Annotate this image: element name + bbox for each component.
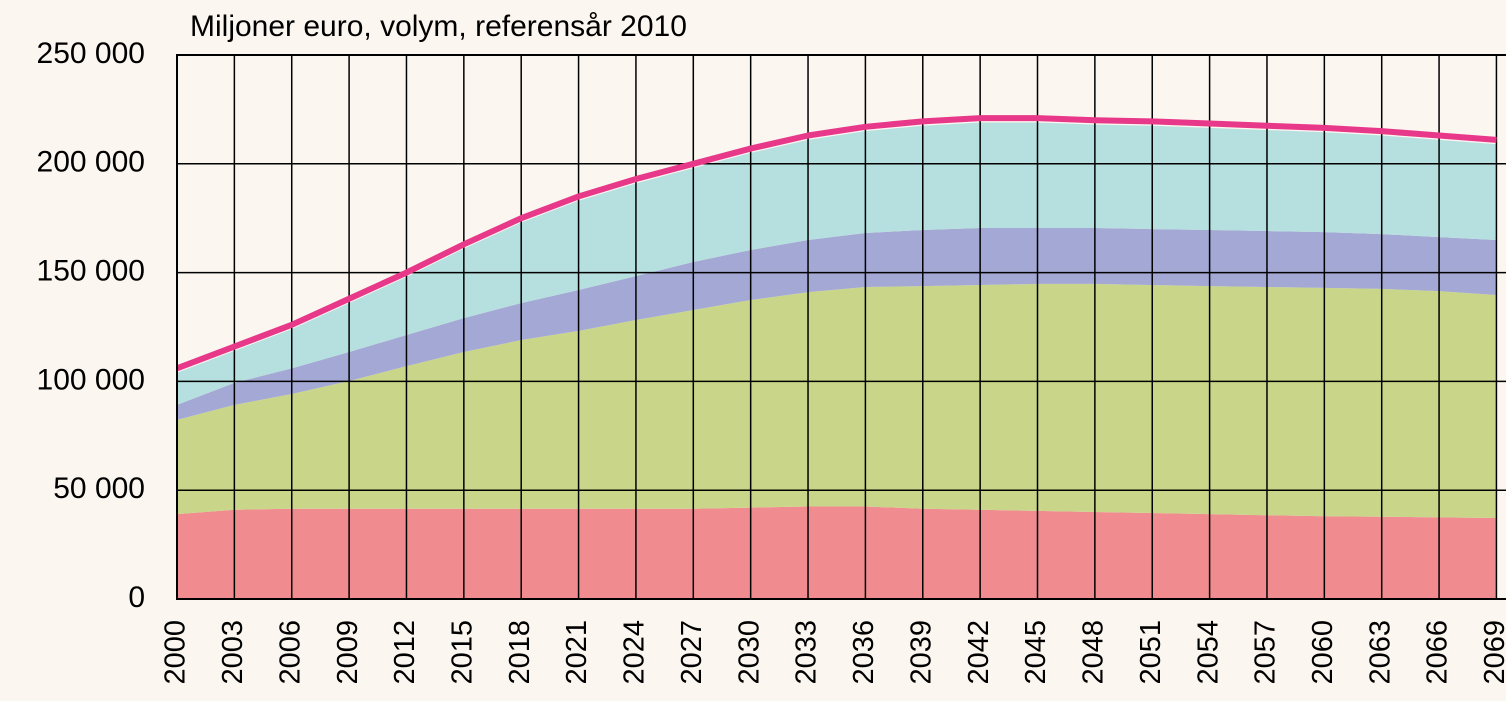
x-tick-label: 2030 <box>733 620 765 685</box>
x-tick-label: 2024 <box>619 620 651 685</box>
y-tick-label: 200 000 <box>37 146 145 179</box>
x-tick-label: 2042 <box>963 620 995 685</box>
area <box>177 283 1497 519</box>
x-tick-label: 2036 <box>848 620 880 685</box>
x-tick-label: 2033 <box>791 620 823 685</box>
plot-frame <box>176 54 1506 600</box>
x-tick-label: 2015 <box>446 620 478 685</box>
x-tick-label: 2021 <box>561 620 593 685</box>
chart-title: Miljoner euro, volym, referensår 2010 <box>190 10 687 43</box>
x-tick-label: 2051 <box>1135 620 1167 685</box>
y-tick-label: 250 000 <box>37 37 145 70</box>
x-tick-label: 2066 <box>1422 620 1454 685</box>
area <box>177 506 1497 599</box>
x-tick-label: 2045 <box>1020 620 1052 685</box>
x-tick-label: 2027 <box>676 620 708 685</box>
x-tick-label: 2012 <box>389 620 421 685</box>
x-tick-label: 2060 <box>1307 620 1339 685</box>
x-tick-label: 2000 <box>160 620 192 685</box>
y-tick-label: 0 <box>128 581 145 614</box>
y-tick-label: 50 000 <box>53 472 145 505</box>
x-tick-label: 2039 <box>905 620 937 685</box>
x-tick-label: 2069 <box>1479 620 1506 685</box>
x-tick-label: 2063 <box>1364 620 1396 685</box>
y-tick-label: 100 000 <box>37 363 145 396</box>
x-tick-label: 2018 <box>504 620 536 685</box>
area <box>177 227 1497 420</box>
y-tick-label: 150 000 <box>37 255 145 288</box>
x-tick-label: 2048 <box>1078 620 1110 685</box>
x-tick-label: 2054 <box>1192 620 1224 685</box>
total-line <box>175 115 1497 372</box>
x-tick-label: 2003 <box>217 620 249 685</box>
x-tick-label: 2057 <box>1250 620 1282 685</box>
area <box>177 122 1497 405</box>
x-tick-label: 2006 <box>274 620 306 685</box>
x-tick-label: 2009 <box>332 620 364 685</box>
